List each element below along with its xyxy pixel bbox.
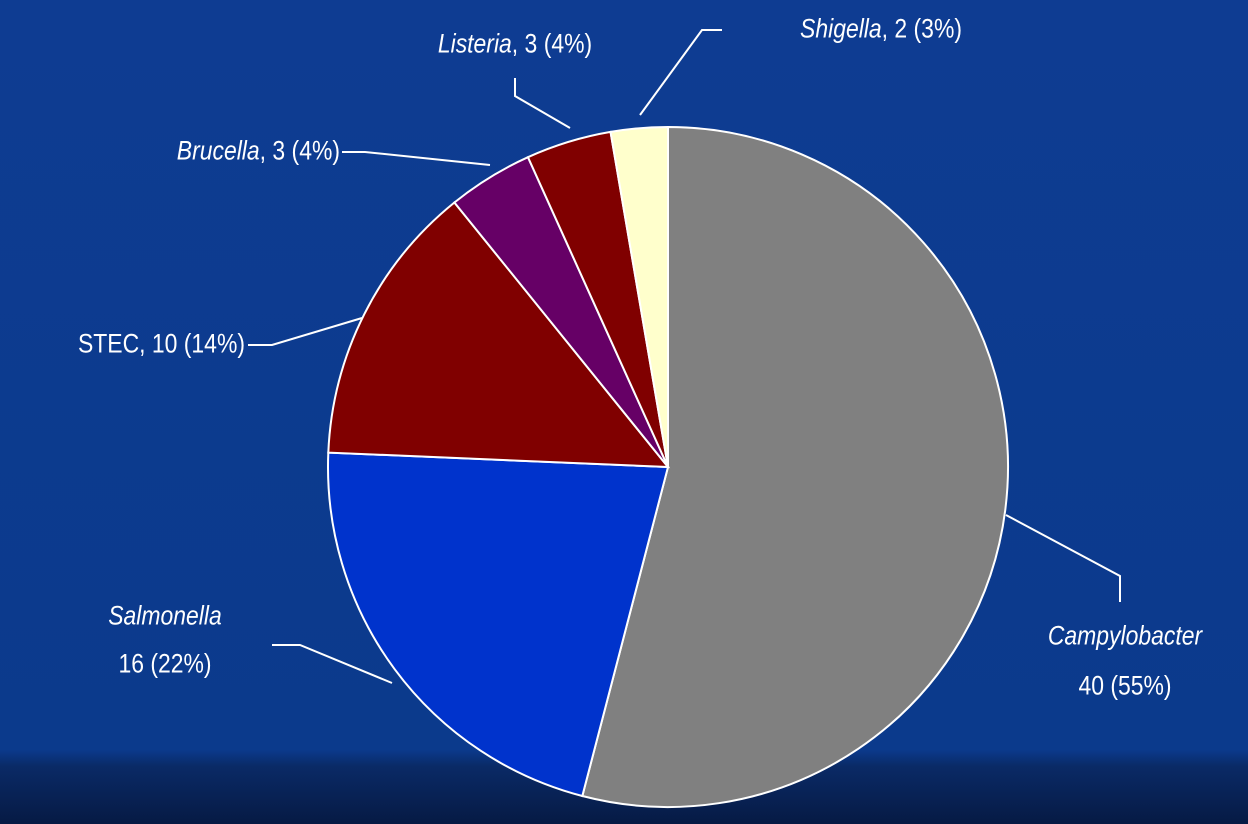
slice-label: Campylobacter 40 (55%) [1048, 620, 1204, 700]
pie-slice [327, 451, 670, 798]
slice-name: Campylobacter [1048, 620, 1204, 650]
leader-line [272, 644, 393, 684]
slice-label: Shigella, 2 (3%) [800, 13, 962, 43]
slice-name: Listeria [438, 28, 512, 58]
slice-value-label: 40 (55%) [1078, 670, 1171, 700]
slice-label: Brucella, 3 (4%) [177, 135, 340, 165]
slice-label: Salmonella 16 (22%) [108, 600, 222, 678]
slice-value-label: , 10 (14%) [139, 328, 245, 358]
slice-value-label: , 3 (4%) [260, 135, 340, 165]
slice-name: Shigella [800, 13, 882, 43]
slice-label: Listeria, 3 (4%) [438, 28, 592, 58]
slice-name: STEC [78, 328, 139, 358]
slice-label: STEC, 10 (14%) [78, 328, 245, 358]
leader-line [514, 78, 571, 129]
pie-slice [609, 125, 669, 468]
slice-value-label: , 2 (3%) [882, 13, 962, 43]
slice-name: Brucella [177, 135, 260, 165]
leader-line [342, 151, 491, 166]
pie-slice [327, 201, 671, 469]
leader-line [639, 29, 722, 116]
slice-value-label: 16 (22%) [118, 648, 211, 678]
pie-slice [581, 125, 1009, 808]
slice-value-label: , 3 (4%) [512, 28, 592, 58]
leader-line [248, 317, 363, 346]
slice-name: Salmonella [108, 600, 222, 630]
leader-line [1005, 514, 1121, 602]
